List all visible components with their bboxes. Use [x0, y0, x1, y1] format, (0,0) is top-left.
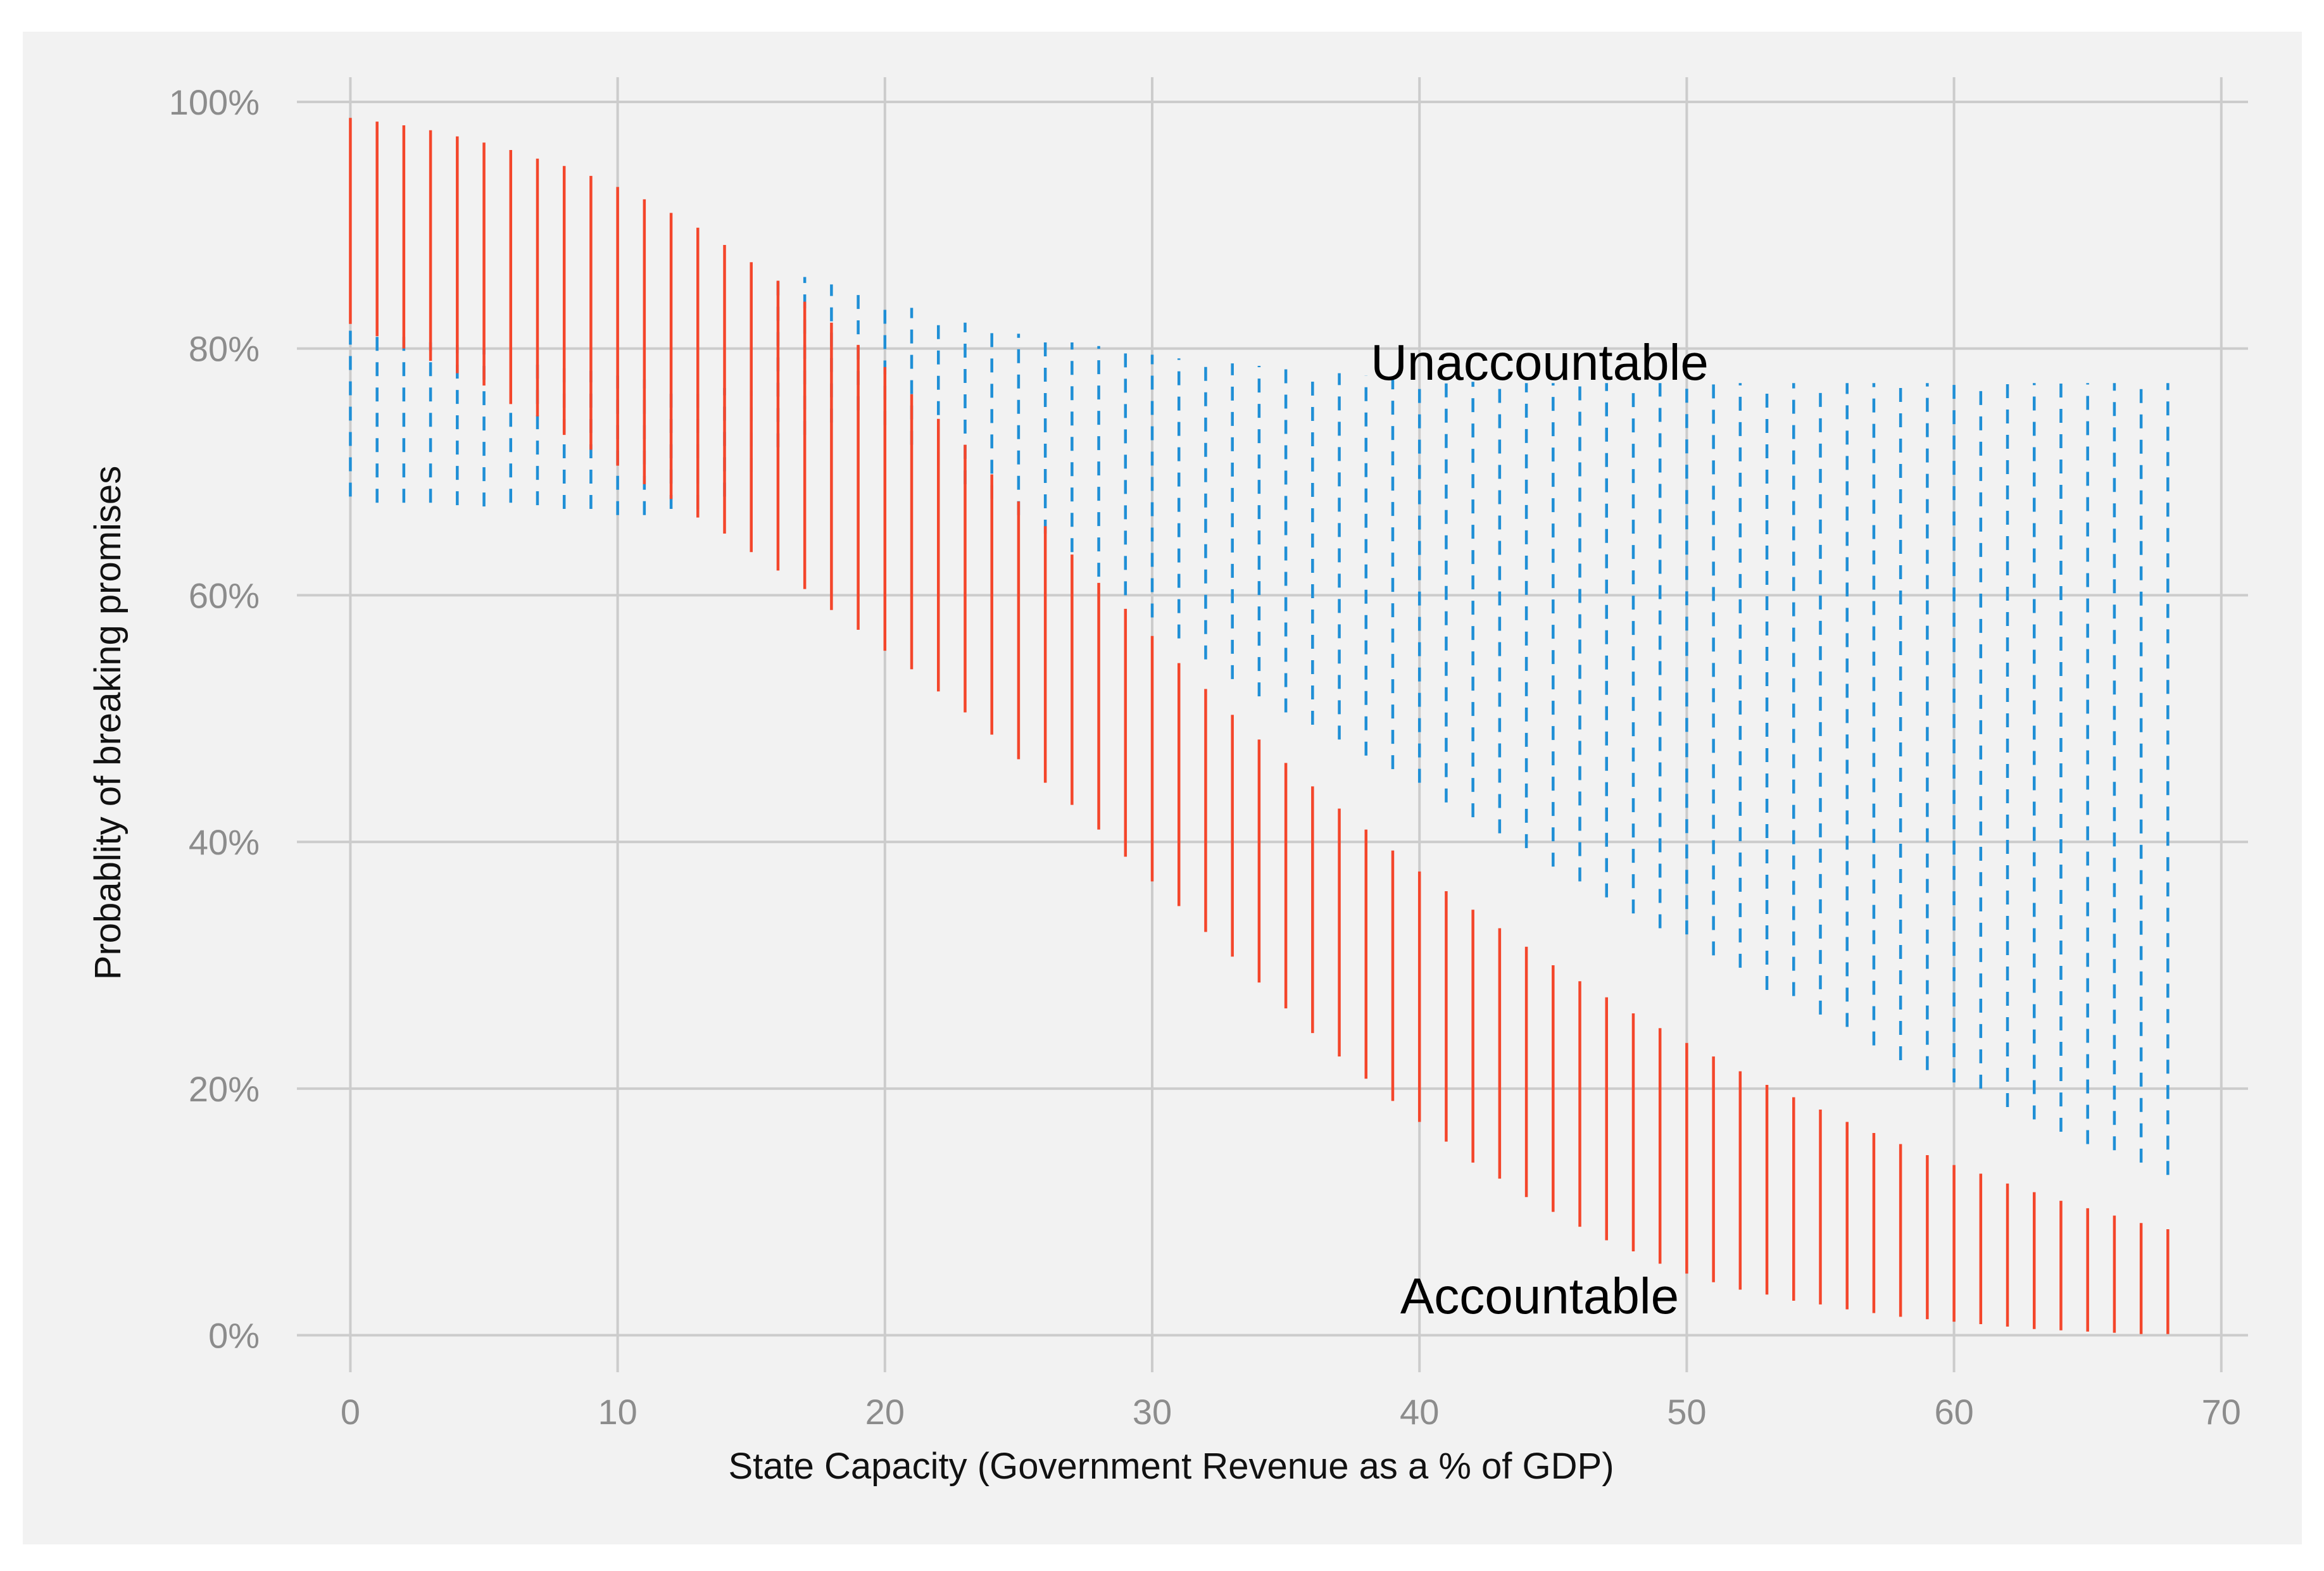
y-tick-label: 20%	[189, 1069, 260, 1109]
y-tick-label: 40%	[189, 822, 260, 862]
y-axis-title: Probablity of breaking promises	[87, 466, 129, 980]
tick-labels: 0 10 20 30 40 50 60 70 0% 20% 40% 60% 80% 100%	[169, 82, 2241, 1432]
y-tick-label: 0%	[208, 1316, 260, 1356]
series-unaccountable	[349, 270, 2170, 1175]
x-tick-label: 0	[341, 1392, 360, 1432]
annotation-unaccountable: Unaccountable	[1371, 334, 1709, 391]
x-tick-label: 70	[2202, 1392, 2241, 1432]
x-tick-label: 50	[1667, 1392, 1706, 1432]
annotation-accountable: Accountable	[1400, 1268, 1679, 1324]
x-tick-label: 20	[865, 1392, 905, 1432]
gridlines	[297, 77, 2248, 1372]
x-axis-title: State Capacity (Government Revenue as a …	[728, 1446, 1614, 1487]
x-tick-label: 60	[1934, 1392, 1973, 1432]
series-accountable	[349, 118, 2170, 1334]
y-tick-label: 100%	[169, 82, 260, 122]
y-tick-label: 60%	[189, 575, 260, 615]
x-tick-label: 30	[1133, 1392, 1172, 1432]
series-layer	[349, 118, 2170, 1334]
y-tick-label: 80%	[189, 329, 260, 369]
x-tick-label: 10	[598, 1392, 637, 1432]
x-tick-label: 40	[1400, 1392, 1439, 1432]
